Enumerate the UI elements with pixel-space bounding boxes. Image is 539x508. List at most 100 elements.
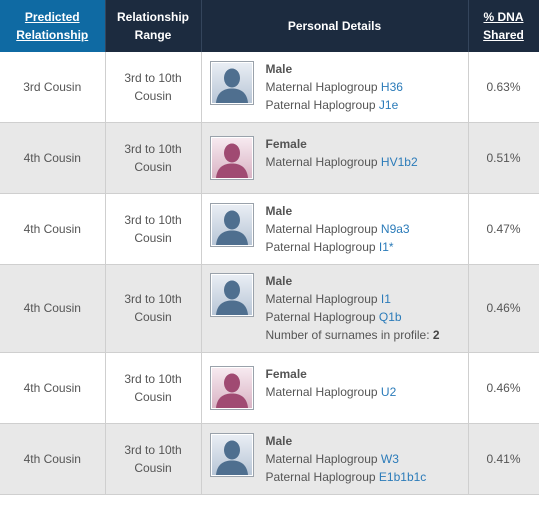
predicted-relationship-cell: 4th Cousin — [0, 264, 106, 353]
dna-shared-value: 0.46% — [486, 380, 521, 395]
dna-shared-cell: 0.51% — [468, 122, 539, 194]
gender-label: Male — [265, 203, 293, 218]
avatar[interactable] — [209, 273, 254, 317]
relationship-range-value: 3rd to 10th Cousin — [124, 371, 182, 404]
dna-shared-value: 0.41% — [486, 451, 521, 466]
personal-details-info: Female Maternal Haplogroup U2 — [266, 365, 397, 401]
gender-label: Male — [265, 61, 293, 76]
relative-row[interactable]: 3rd Cousin 3rd to 10th Cousin Male Mater… — [0, 52, 539, 123]
maternal-haplogroup-label: Maternal Haplogroup — [265, 385, 378, 399]
maternal-haplogroup-line: Maternal Haplogroup H36 — [266, 78, 403, 96]
personal-details-info: Male Maternal Haplogroup N9a3 Paternal H… — [266, 202, 410, 256]
relationship-range-cell: 3rd to 10th Cousin — [105, 423, 202, 495]
gender-label: Male — [265, 433, 293, 448]
gender-label: Female — [265, 367, 307, 381]
predicted-relationship-header[interactable]: Predicted Relationship — [0, 0, 106, 52]
personal-details-label: Personal Details — [287, 19, 382, 33]
predicted-relationship-cell: 4th Cousin — [0, 122, 106, 194]
relationship-range-value: 3rd to 10th Cousin — [124, 212, 182, 245]
paternal-haplogroup-line: Paternal Haplogroup I1* — [266, 238, 410, 256]
relative-row[interactable]: 4th Cousin 3rd to 10th Cousin Female Mat… — [0, 122, 539, 194]
table-header-row: Predicted Relationship Relationship Rang… — [0, 0, 539, 52]
personal-details-cell: Male Maternal Haplogroup I1 Paternal Hap… — [201, 264, 469, 353]
paternal-haplogroup-label: Paternal Haplogroup — [265, 239, 376, 254]
dna-shared-value: 0.63% — [486, 79, 521, 94]
dna-shared-cell: 0.63% — [468, 52, 539, 123]
gender-label: Male — [265, 274, 293, 288]
avatar[interactable] — [209, 60, 254, 105]
relationship-range-header: Relationship Range — [105, 0, 202, 52]
female-avatar-icon — [211, 368, 252, 408]
sort-predicted-relationship-link[interactable]: Predicted Relationship — [16, 10, 89, 42]
sort-dna-shared-link[interactable]: % DNA Shared — [483, 10, 524, 42]
paternal-haplogroup-link[interactable]: J1e — [378, 97, 399, 112]
dna-shared-cell: 0.47% — [468, 193, 539, 265]
predicted-relationship-value: 4th Cousin — [23, 150, 81, 165]
male-avatar-icon — [211, 275, 252, 315]
surnames-label: Number of surnames in profile: — [265, 328, 430, 342]
personal-details-cell: Male Maternal Haplogroup H36 Paternal Ha… — [201, 52, 469, 123]
relationship-range-value: 3rd to 10th Cousin — [124, 442, 182, 475]
avatar[interactable] — [209, 202, 254, 247]
maternal-haplogroup-label: Maternal Haplogroup — [265, 451, 378, 466]
maternal-haplogroup-link[interactable]: H36 — [380, 79, 403, 94]
surnames-line: Number of surnames in profile: 2 — [266, 326, 440, 344]
gender-label: Female — [265, 137, 307, 151]
predicted-relationship-value: 3rd Cousin — [23, 79, 82, 94]
relatives-table: Predicted Relationship Relationship Rang… — [0, 0, 539, 495]
male-avatar-icon — [211, 434, 252, 475]
relationship-range-cell: 3rd to 10th Cousin — [105, 193, 202, 265]
dna-shared-value: 0.51% — [486, 150, 521, 165]
relative-row[interactable]: 4th Cousin 3rd to 10th Cousin Male Mater… — [0, 193, 539, 265]
paternal-haplogroup-label: Paternal Haplogroup — [265, 469, 376, 484]
relationship-range-cell: 3rd to 10th Cousin — [105, 122, 202, 194]
surnames-count: 2 — [432, 328, 440, 342]
personal-details-info: Female Maternal Haplogroup HV1b2 — [266, 135, 418, 171]
maternal-haplogroup-link[interactable]: I1 — [380, 292, 391, 306]
avatar[interactable] — [209, 136, 254, 180]
relationship-range-label: Relationship Range — [116, 10, 189, 42]
male-avatar-icon — [211, 62, 252, 103]
dna-shared-cell: 0.46% — [468, 264, 539, 353]
relationship-range-cell: 3rd to 10th Cousin — [105, 52, 202, 123]
maternal-haplogroup-link[interactable]: HV1b2 — [380, 155, 418, 169]
maternal-haplogroup-line: Maternal Haplogroup W3 — [266, 450, 427, 468]
predicted-relationship-cell: 4th Cousin — [0, 193, 106, 265]
maternal-haplogroup-line: Maternal Haplogroup N9a3 — [266, 220, 410, 238]
maternal-haplogroup-line: Maternal Haplogroup U2 — [266, 383, 397, 401]
paternal-haplogroup-link[interactable]: Q1b — [378, 310, 402, 324]
personal-details-info: Male Maternal Haplogroup H36 Paternal Ha… — [266, 60, 403, 114]
relative-row[interactable]: 4th Cousin 3rd to 10th Cousin Male Mater… — [0, 264, 539, 353]
personal-details-cell: Male Maternal Haplogroup N9a3 Paternal H… — [201, 193, 469, 265]
relationship-range-value: 3rd to 10th Cousin — [124, 141, 182, 174]
maternal-haplogroup-link[interactable]: W3 — [380, 451, 399, 466]
avatar[interactable] — [209, 432, 254, 477]
paternal-haplogroup-link[interactable]: E1b1b1c — [378, 469, 427, 484]
predicted-relationship-value: 4th Cousin — [23, 380, 81, 395]
dna-shared-cell: 0.41% — [468, 423, 539, 495]
maternal-haplogroup-label: Maternal Haplogroup — [265, 292, 378, 306]
male-avatar-icon — [211, 204, 252, 245]
dna-shared-header[interactable]: % DNA Shared — [468, 0, 539, 52]
dna-shared-value: 0.46% — [486, 301, 521, 315]
paternal-haplogroup-link[interactable]: I1* — [378, 239, 394, 254]
maternal-haplogroup-line: Maternal Haplogroup HV1b2 — [266, 153, 418, 171]
relationship-range-cell: 3rd to 10th Cousin — [105, 352, 202, 424]
relationship-range-value: 3rd to 10th Cousin — [124, 70, 182, 103]
maternal-haplogroup-label: Maternal Haplogroup — [265, 79, 378, 94]
relative-row[interactable]: 4th Cousin 3rd to 10th Cousin Male Mater… — [0, 423, 539, 495]
paternal-haplogroup-label: Paternal Haplogroup — [265, 310, 376, 324]
personal-details-info: Male Maternal Haplogroup I1 Paternal Hap… — [266, 272, 440, 344]
predicted-relationship-cell: 4th Cousin — [0, 423, 106, 495]
avatar[interactable] — [209, 366, 254, 410]
maternal-haplogroup-link[interactable]: N9a3 — [380, 221, 410, 236]
predicted-relationship-value: 4th Cousin — [23, 301, 81, 315]
relative-row[interactable]: 4th Cousin 3rd to 10th Cousin Female Mat… — [0, 352, 539, 424]
paternal-haplogroup-line: Paternal Haplogroup J1e — [266, 96, 403, 114]
dna-shared-cell: 0.46% — [468, 352, 539, 424]
personal-details-cell: Male Maternal Haplogroup W3 Paternal Hap… — [201, 423, 469, 495]
personal-details-cell: Female Maternal Haplogroup U2 — [201, 352, 469, 424]
predicted-relationship-cell: 3rd Cousin — [0, 52, 106, 123]
maternal-haplogroup-link[interactable]: U2 — [380, 385, 397, 399]
relationship-range-value: 3rd to 10th Cousin — [124, 292, 182, 324]
